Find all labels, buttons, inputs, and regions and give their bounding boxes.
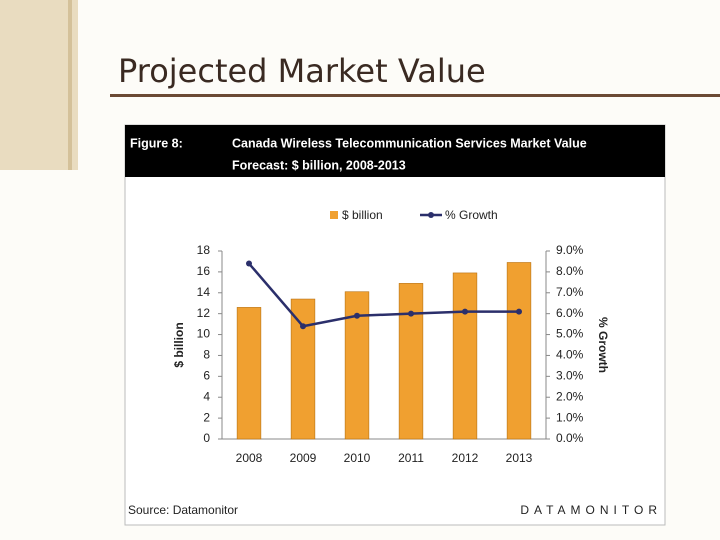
y2-tick-label: 8.0% <box>556 264 584 278</box>
x-tick-label: 2012 <box>452 451 479 465</box>
decor-line <box>68 0 72 170</box>
brand: DATAMONITOR <box>520 503 662 517</box>
legend-swatch <box>330 211 338 219</box>
x-tick-label: 2008 <box>236 451 263 465</box>
line-point <box>246 260 252 267</box>
chart-frame <box>124 124 666 526</box>
y-tick-label: 8 <box>203 348 210 362</box>
x-tick-label: 2010 <box>344 451 371 465</box>
chart-title: Canada Wireless Telecommunication Servic… <box>232 136 587 150</box>
y-tick-label: 10 <box>197 327 211 341</box>
y-tick-label: 0 <box>203 431 210 445</box>
line-point <box>408 310 414 317</box>
y-tick-label: 18 <box>197 243 211 257</box>
bar <box>506 262 532 440</box>
slide-title: Projected Market Value <box>118 52 486 90</box>
y2-tick-label: 6.0% <box>556 306 584 320</box>
bar <box>398 283 424 440</box>
line-point <box>462 308 468 315</box>
y2-axis-label: % Growth <box>596 317 610 373</box>
line-point <box>354 312 360 319</box>
x-tick-label: 2011 <box>398 451 424 465</box>
y2-tick-label: 2.0% <box>556 389 584 403</box>
legend-label: % Growth <box>445 208 498 222</box>
y-tick-label: 6 <box>203 369 210 383</box>
legend-swatch <box>428 212 434 218</box>
bar <box>236 307 262 440</box>
y-tick-label: 14 <box>197 285 211 299</box>
bar <box>452 272 478 440</box>
y-tick-label: 16 <box>197 264 211 278</box>
y2-tick-label: 5.0% <box>556 327 584 341</box>
source: Source: Datamonitor <box>128 503 238 517</box>
y2-tick-label: 7.0% <box>556 285 584 299</box>
y2-tick-label: 1.0% <box>556 410 584 424</box>
y2-tick-label: 0.0% <box>556 431 584 445</box>
y-tick-label: 12 <box>197 306 211 320</box>
y-tick-label: 4 <box>203 389 210 403</box>
line-point <box>516 308 522 315</box>
line <box>248 262 519 328</box>
chart-header <box>125 125 665 177</box>
legend-label: $ billion <box>342 208 383 222</box>
y2-tick-label: 4.0% <box>556 348 584 362</box>
y2-tick-label: 9.0% <box>556 243 584 257</box>
y-tick-label: 2 <box>203 410 210 424</box>
y2-tick-label: 3.0% <box>556 369 584 383</box>
line-point <box>300 323 306 330</box>
y-axis-label: $ billion <box>172 322 186 367</box>
figure-label: Figure 8: <box>130 136 183 150</box>
decor-stripe <box>0 0 78 170</box>
title-rule <box>110 94 720 97</box>
bar <box>344 291 370 440</box>
x-tick-label: 2009 <box>290 451 317 465</box>
x-tick-label: 2013 <box>506 451 533 465</box>
chart-subtitle: Forecast: $ billion, 2008-2013 <box>232 158 406 172</box>
bar <box>290 298 316 440</box>
